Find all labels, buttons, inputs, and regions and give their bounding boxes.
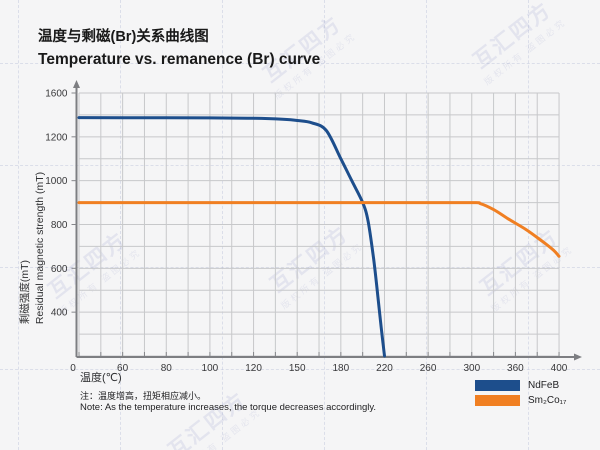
y-tick-label: 800 bbox=[51, 220, 68, 231]
y-axis-arrow-icon bbox=[73, 80, 80, 88]
watermark-grid-line bbox=[222, 0, 223, 450]
axes bbox=[73, 80, 582, 361]
legend-swatch-sm2co17 bbox=[475, 395, 520, 406]
watermark-grid-line bbox=[528, 0, 529, 450]
x-tick-label: 300 bbox=[463, 363, 480, 374]
watermark-grid-line bbox=[0, 369, 600, 370]
legend-item-ndfeb: NdFeB bbox=[475, 378, 566, 393]
x-tick-label: 0 bbox=[70, 363, 76, 374]
x-tick-label: 80 bbox=[161, 363, 173, 374]
x-tick-label: 100 bbox=[202, 363, 219, 374]
watermark-grid-line bbox=[0, 63, 600, 64]
footnote-en: Note: As the temperature increases, the … bbox=[80, 402, 377, 413]
watermark-grid-line bbox=[18, 0, 19, 450]
watermark-grid-line bbox=[0, 267, 600, 268]
x-axis-arrow-icon bbox=[574, 353, 582, 361]
watermark-grid-line bbox=[324, 0, 325, 450]
x-tick-label: 400 bbox=[551, 363, 568, 374]
x-tick-label: 150 bbox=[289, 363, 306, 374]
y-tick-label: 1000 bbox=[45, 176, 68, 187]
legend-label-ndfeb: NdFeB bbox=[528, 380, 560, 391]
legend-swatch-ndfeb bbox=[475, 380, 520, 391]
x-tick-label: 360 bbox=[507, 363, 524, 374]
page-title-en: Temperature vs. remanence (Br) curve bbox=[38, 51, 321, 68]
grid bbox=[78, 92, 560, 357]
tick-labels: 0 60 80 100 120 150 180 220 260 300 360 400 1600 1200… bbox=[45, 89, 568, 375]
page-title-zh: 温度与剩磁(Br)关系曲线图 bbox=[38, 29, 209, 45]
curve-ndfeb bbox=[77, 116, 386, 358]
watermark-grid-line bbox=[426, 0, 427, 450]
legend: NdFeB Sm₂Co₁₇ bbox=[475, 378, 566, 408]
x-tick-label: 120 bbox=[245, 363, 262, 374]
watermark-grid-line bbox=[0, 165, 600, 166]
footnote: 注：温度增高，扭矩相应减小。 Note: As the temperature … bbox=[80, 391, 376, 414]
legend-label-sm2co17: Sm₂Co₁₇ bbox=[528, 395, 567, 406]
x-tick-label: 260 bbox=[420, 363, 437, 374]
watermark-grid-line bbox=[120, 0, 121, 450]
y-tick-label: 1200 bbox=[45, 132, 68, 143]
y-tick-label: 600 bbox=[51, 264, 68, 275]
legend-item-sm2co17: Sm₂Co₁₇ bbox=[475, 393, 566, 408]
y-tick-label: 400 bbox=[51, 308, 68, 319]
y-tick-label: 1600 bbox=[45, 89, 68, 100]
curve-sm2co17 bbox=[77, 201, 561, 258]
footnote-zh: 注：温度增高，扭矩相应减小。 bbox=[80, 391, 207, 401]
x-tick-label: 220 bbox=[376, 363, 393, 374]
x-tick-label: 180 bbox=[332, 363, 349, 374]
chart-header: 温度与剩磁(Br)关系曲线图 Temperature vs. remanence… bbox=[38, 26, 320, 71]
x-axis-title: 温度(℃) bbox=[80, 372, 122, 384]
x-tick-label: 60 bbox=[117, 363, 129, 374]
